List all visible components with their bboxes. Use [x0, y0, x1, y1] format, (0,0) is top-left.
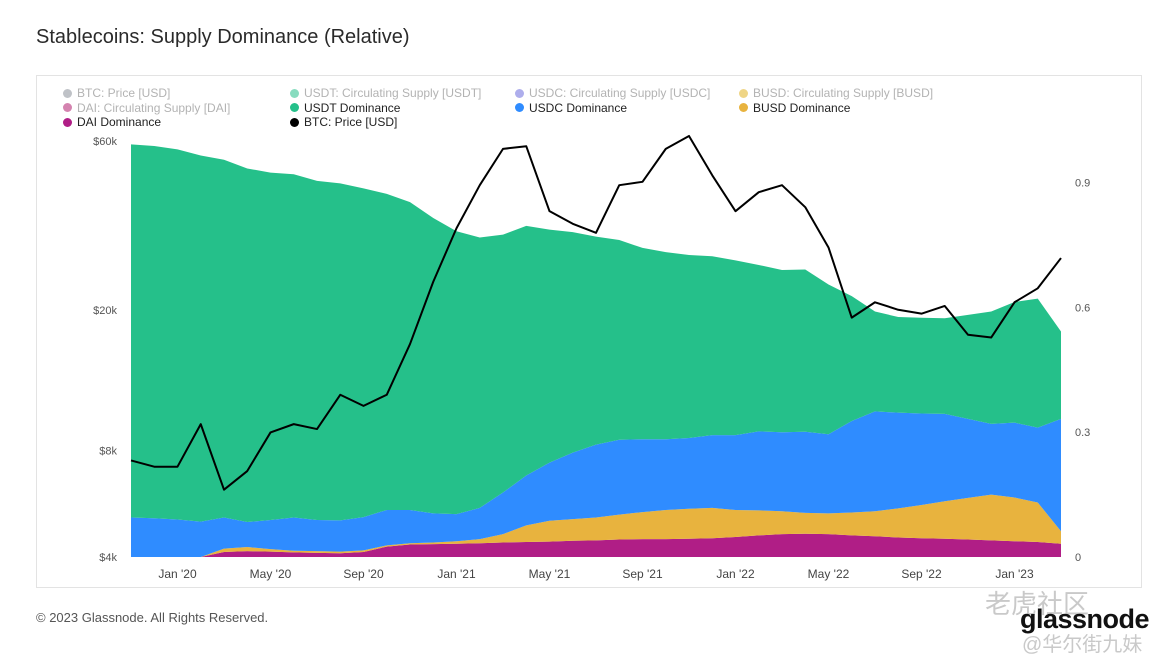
- legend-dot-icon: [63, 88, 72, 98]
- legend-label: DAI: Circulating Supply [DAI]: [77, 100, 231, 115]
- legend-dot-icon: [515, 103, 524, 112]
- x-axis-tick-label: Sep '22: [901, 567, 942, 581]
- legend-label: BTC: Price [USD]: [304, 115, 398, 129]
- legend-item[interactable]: BTC: Price [USD]: [63, 86, 170, 100]
- right-axis-tick-label: 0.9: [1075, 178, 1090, 190]
- x-axis-tick-label: Jan '21: [437, 567, 476, 581]
- legend-item[interactable]: DAI: Circulating Supply [DAI]: [63, 101, 230, 115]
- legend-label: USDC Dominance: [529, 100, 628, 115]
- x-axis-tick-label: May '21: [529, 567, 571, 581]
- right-axis-tick-label: 0.3: [1075, 427, 1090, 439]
- legend-label: USDC: Circulating Supply [USDC]: [529, 86, 711, 100]
- brand-logo: glassnode: [1020, 604, 1150, 634]
- legend-dot-icon: [515, 88, 524, 98]
- legend-dot-icon: [63, 117, 72, 127]
- area-usdc-dominance: [131, 411, 1061, 557]
- x-axis-tick-label: May '20: [250, 567, 292, 581]
- btc-price-line: [130, 134, 1062, 491]
- legend-label: DAI Dominance: [77, 115, 162, 129]
- left-axis-tick-label: $8k: [99, 446, 117, 458]
- legend-item[interactable]: BUSD: Circulating Supply [BUSD]: [739, 86, 933, 100]
- legend-item[interactable]: USDT: Circulating Supply [USDT]: [290, 86, 481, 100]
- legend-label: BUSD Dominance: [753, 100, 851, 115]
- watermark-top: 老虎社区: [985, 589, 1090, 619]
- legend-item[interactable]: BUSD Dominance: [739, 101, 850, 115]
- legend-label: USDT Dominance: [304, 100, 401, 115]
- x-axis-tick-label: Jan '23: [995, 567, 1034, 581]
- legend-item[interactable]: USDT Dominance: [290, 101, 400, 115]
- legend-dot-icon: [290, 117, 299, 127]
- watermark-bottom: @华尔街九妹: [1022, 634, 1143, 656]
- chart-title: Stablecoins: Supply Dominance (Relative): [36, 26, 410, 48]
- left-axis-tick-label: $4k: [99, 552, 117, 564]
- area-dai-dominance: [131, 533, 1061, 557]
- legend-item[interactable]: USDC Dominance: [515, 101, 627, 115]
- legend-item[interactable]: BTC: Price [USD]: [290, 115, 397, 129]
- legend-label: BTC: Price [USD]: [77, 86, 171, 100]
- right-axis-tick-label: 0.6: [1075, 302, 1090, 314]
- legend-item[interactable]: USDC: Circulating Supply [USDC]: [515, 86, 710, 100]
- legend-item[interactable]: DAI Dominance: [63, 115, 161, 129]
- chart-frame: [36, 75, 1142, 588]
- x-axis-tick-label: Sep '21: [622, 567, 663, 581]
- left-axis-tick-label: $20k: [93, 305, 117, 317]
- copyright-footer: © 2023 Glassnode. All Rights Reserved.: [36, 610, 269, 625]
- x-axis-tick-label: Jan '20: [158, 567, 197, 581]
- legend-label: USDT: Circulating Supply [USDT]: [304, 86, 482, 100]
- legend-label: BUSD: Circulating Supply [BUSD]: [753, 86, 934, 100]
- right-axis-tick-label: 0: [1075, 552, 1081, 564]
- legend-dot-icon: [290, 88, 299, 98]
- legend-dot-icon: [63, 103, 72, 112]
- left-axis-tick-label: $60k: [93, 136, 117, 148]
- legend-dot-icon: [290, 103, 299, 112]
- legend-dot-icon: [739, 103, 748, 112]
- area-usdt-dominance: [131, 144, 1061, 523]
- x-axis-tick-label: Sep '20: [343, 567, 384, 581]
- x-axis-tick-label: May '22: [808, 567, 850, 581]
- x-axis-tick-label: Jan '22: [716, 567, 755, 581]
- area-busd-dominance: [131, 494, 1061, 557]
- legend-dot-icon: [739, 88, 748, 98]
